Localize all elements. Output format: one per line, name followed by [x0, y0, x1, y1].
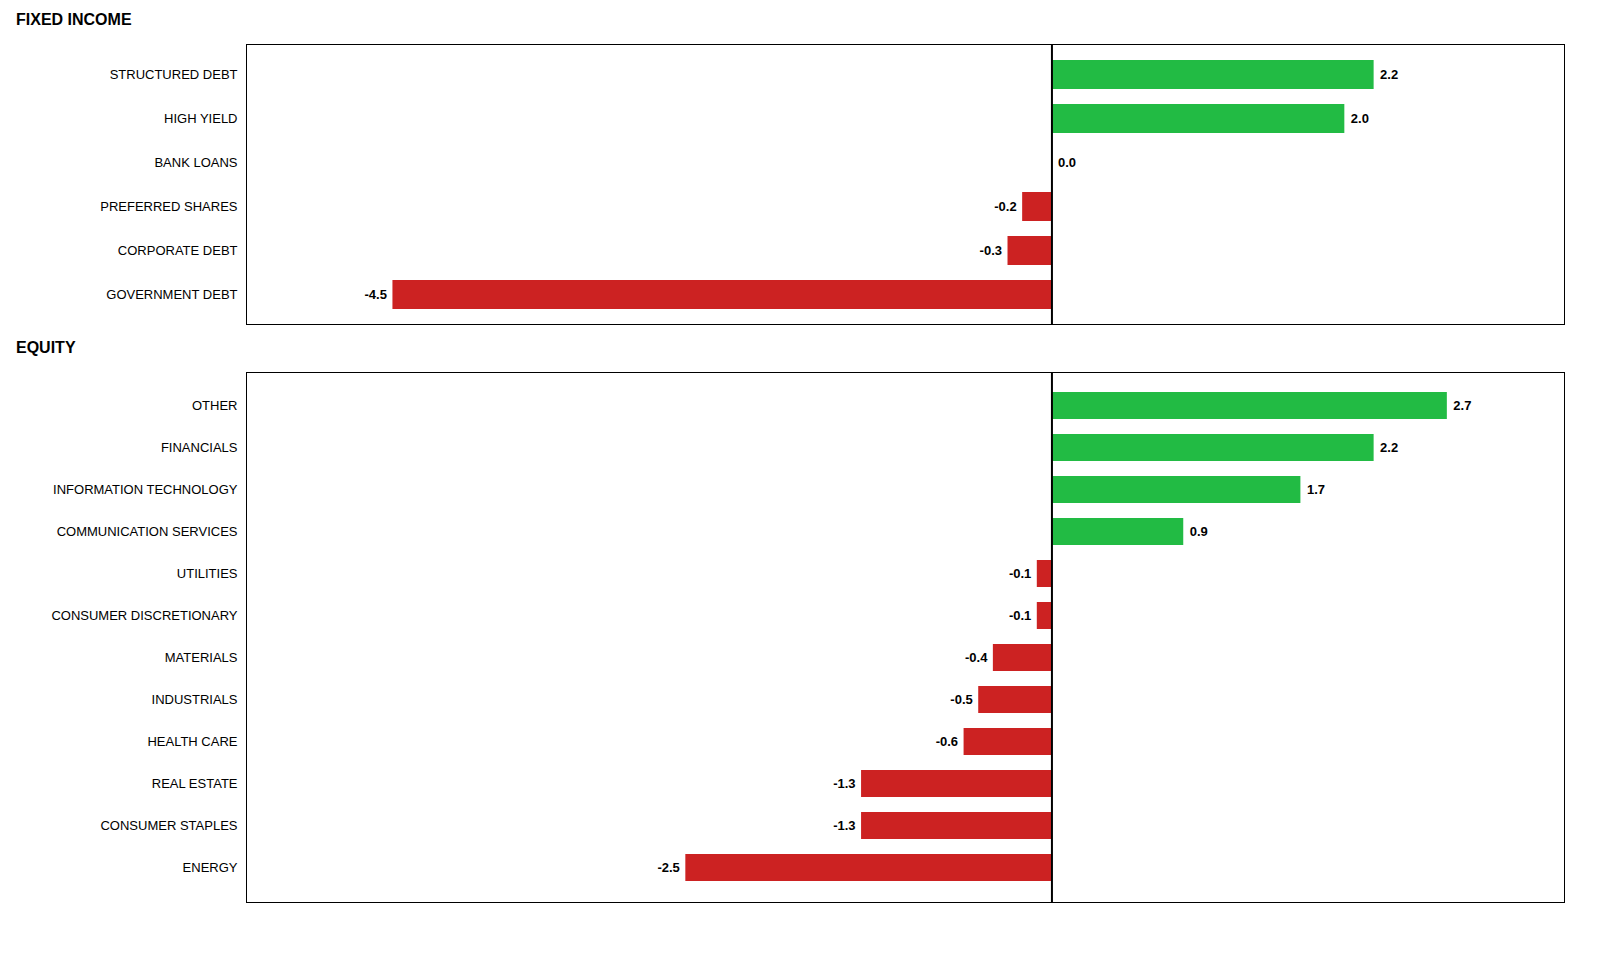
svg-text:-0.4: -0.4: [965, 650, 988, 665]
svg-text:HEALTH CARE: HEALTH CARE: [147, 734, 237, 749]
svg-text:FINANCIALS: FINANCIALS: [161, 440, 238, 455]
svg-text:0.9: 0.9: [1190, 524, 1208, 539]
svg-text:1.7: 1.7: [1307, 482, 1325, 497]
svg-text:-1.3: -1.3: [833, 776, 855, 791]
svg-text:-0.1: -0.1: [1009, 566, 1031, 581]
svg-text:REAL ESTATE: REAL ESTATE: [152, 776, 238, 791]
svg-text:COMMUNICATION SERVICES: COMMUNICATION SERVICES: [57, 524, 238, 539]
svg-text:-0.6: -0.6: [936, 734, 958, 749]
svg-text:0.0: 0.0: [1058, 155, 1076, 170]
svg-text:2.2: 2.2: [1380, 440, 1398, 455]
svg-text:-4.5: -4.5: [365, 287, 387, 302]
svg-text:-0.5: -0.5: [950, 692, 972, 707]
html-text:FIXED INCOME: FIXED INCOME: [16, 11, 132, 28]
svg-text:STRUCTURED DEBT: STRUCTURED DEBT: [110, 67, 238, 82]
svg-text:CONSUMER DISCRETIONARY: CONSUMER DISCRETIONARY: [51, 608, 237, 623]
svg-text:-0.1: -0.1: [1009, 608, 1031, 623]
svg-text:CORPORATE DEBT: CORPORATE DEBT: [118, 243, 238, 258]
svg-text:CONSUMER STAPLES: CONSUMER STAPLES: [100, 818, 237, 833]
svg-text:PREFERRED SHARES: PREFERRED SHARES: [100, 199, 238, 214]
svg-text:MATERIALS: MATERIALS: [165, 650, 238, 665]
svg-text:-2.5: -2.5: [657, 860, 679, 875]
svg-text:UTILITIES: UTILITIES: [177, 566, 238, 581]
svg-text:BANK LOANS: BANK LOANS: [154, 155, 237, 170]
svg-text:-0.2: -0.2: [994, 199, 1016, 214]
svg-text:HIGH YIELD: HIGH YIELD: [164, 111, 237, 126]
svg-text:GOVERNMENT DEBT: GOVERNMENT DEBT: [106, 287, 237, 302]
svg-text:ENERGY: ENERGY: [183, 860, 238, 875]
html-text:EQUITY: EQUITY: [16, 339, 76, 356]
svg-text:OTHER: OTHER: [192, 398, 238, 413]
svg-text:INDUSTRIALS: INDUSTRIALS: [152, 692, 238, 707]
svg-text:-1.3: -1.3: [833, 818, 855, 833]
svg-text:2.0: 2.0: [1351, 111, 1369, 126]
svg-text:2.7: 2.7: [1453, 398, 1471, 413]
svg-text:2.2: 2.2: [1380, 67, 1398, 82]
svg-text:-0.3: -0.3: [980, 243, 1002, 258]
svg-text:INFORMATION TECHNOLOGY: INFORMATION TECHNOLOGY: [53, 482, 238, 497]
